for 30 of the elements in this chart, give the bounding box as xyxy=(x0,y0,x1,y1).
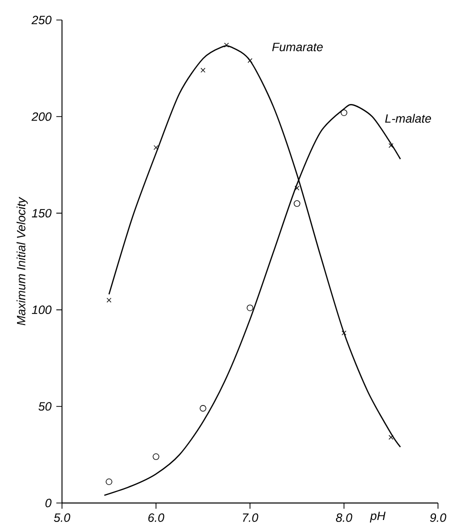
y-tick-label: 150 xyxy=(32,208,52,218)
y-tick-label: 50 xyxy=(38,402,52,411)
point xyxy=(246,304,254,312)
point xyxy=(388,143,394,148)
y-tick-label: 250 xyxy=(32,16,52,24)
point xyxy=(224,42,229,48)
x-tick-label: 9.0 xyxy=(430,513,446,522)
point xyxy=(388,434,394,440)
point xyxy=(248,58,252,63)
y-tick-label: 0 xyxy=(45,498,52,508)
point xyxy=(106,478,112,486)
point xyxy=(200,68,206,73)
point xyxy=(342,330,346,336)
y-axis-title: Maximum Initial Velocity xyxy=(16,196,28,326)
point xyxy=(152,453,160,460)
x-tick-label: 6.0 xyxy=(148,513,164,522)
point xyxy=(200,405,206,412)
x-tick-label: 7.0 xyxy=(242,513,258,522)
point xyxy=(294,186,300,190)
point xyxy=(154,145,158,150)
y-tick-label: 100 xyxy=(32,306,52,314)
x-axis-title: pH xyxy=(370,512,386,522)
series-label: L-malate xyxy=(385,114,432,123)
point xyxy=(294,200,300,207)
x-tick-label: 8.0 xyxy=(336,513,352,522)
point xyxy=(106,298,112,303)
y-tick-label: 200 xyxy=(32,112,52,121)
x-tick-label: 5.0 xyxy=(54,513,70,522)
point xyxy=(340,109,348,116)
series-label: Fumarate xyxy=(272,42,323,52)
